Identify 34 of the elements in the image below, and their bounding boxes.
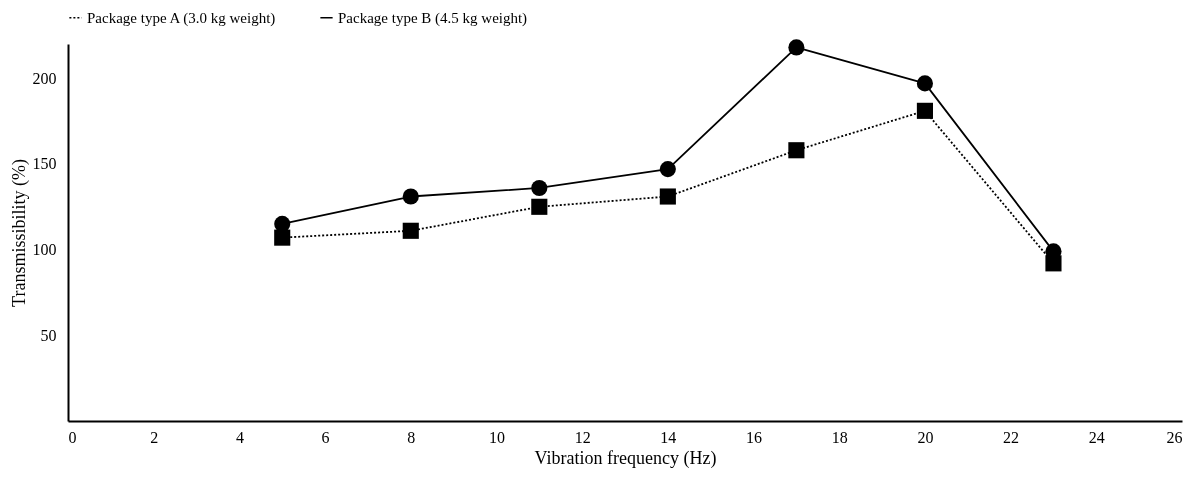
point xyxy=(531,179,548,196)
point xyxy=(659,161,676,178)
x-tick-label: 12 xyxy=(574,428,591,446)
legend-label: Package type A (3.0 kg weight) xyxy=(87,9,276,27)
x-tick-label: 20 xyxy=(917,428,934,446)
point xyxy=(916,75,933,92)
x-tick-label: 10 xyxy=(488,428,505,446)
point xyxy=(402,188,419,205)
legend-label: Package type B (4.5 kg weight) xyxy=(338,9,528,27)
x-tick-label: 2 xyxy=(150,428,159,446)
point xyxy=(788,39,805,56)
y-tick-label: 150 xyxy=(32,155,57,173)
x-tick-label: 6 xyxy=(321,428,330,446)
x-tick-label: 18 xyxy=(831,428,848,446)
point xyxy=(274,215,291,232)
x-tick-label: 14 xyxy=(660,428,677,446)
point xyxy=(916,102,933,119)
point xyxy=(659,188,676,205)
x-tick-label: 4 xyxy=(235,428,244,446)
x-axis-title: Vibration frequency (Hz) xyxy=(534,447,717,469)
y-tick-label: 100 xyxy=(32,241,57,259)
x-tick-label: 26 xyxy=(1166,428,1183,446)
x-tick-label: 8 xyxy=(407,428,416,446)
x-tick-label: 16 xyxy=(746,428,763,446)
point xyxy=(788,142,805,159)
x-tick-label: 22 xyxy=(1003,428,1020,446)
y-axis-title: Transmissibility (%) xyxy=(8,159,30,307)
x-tick-label: 0 xyxy=(68,428,77,446)
y-tick-label: 50 xyxy=(40,326,57,344)
point xyxy=(402,222,419,239)
y-tick-label: 200 xyxy=(32,69,57,87)
x-tick-label: 24 xyxy=(1088,428,1105,446)
point xyxy=(274,229,291,246)
point xyxy=(531,198,548,215)
